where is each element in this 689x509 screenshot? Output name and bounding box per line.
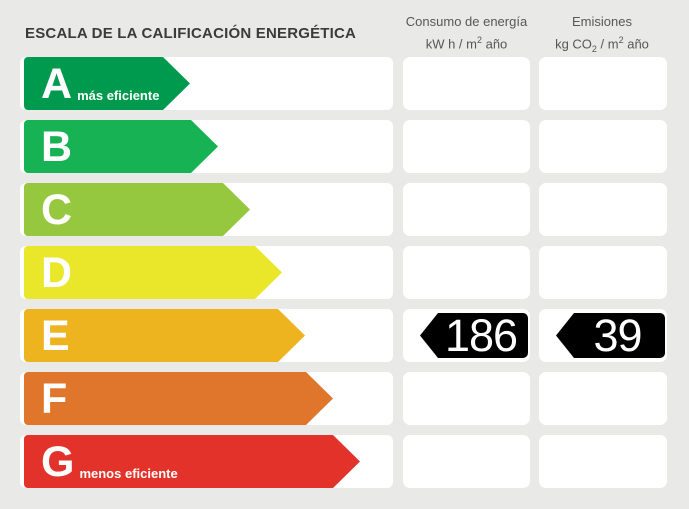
rating-letter-c: C	[41, 185, 73, 234]
rating-letter-b: B	[41, 122, 73, 171]
consumo-cell-a	[403, 57, 530, 110]
rating-bar-track-b: B	[20, 120, 393, 173]
rating-row-c: C	[20, 183, 667, 236]
unit-text: / m	[596, 36, 619, 52]
rating-row-e: E 186 39	[20, 309, 667, 362]
emisiones-cell-d	[539, 246, 667, 299]
column-header-emisiones: Emisiones kg CO2 / m2 año	[538, 12, 666, 59]
unit-text: año	[623, 36, 649, 52]
emisiones-cell-a	[539, 57, 667, 110]
rating-bar-track-e: E	[20, 309, 393, 362]
rating-letter-e: E	[41, 311, 70, 360]
unit-text: 2	[591, 43, 597, 54]
emisiones-cell-g	[539, 435, 667, 488]
column-header-consumo-unit: kW h / m2 año	[403, 31, 530, 53]
rating-letter-a: A	[41, 59, 73, 108]
rating-note-a: más eficiente	[77, 88, 160, 103]
emisiones-cell-f	[539, 372, 667, 425]
unit-text: 2	[476, 35, 482, 45]
rating-row-b: B	[20, 120, 667, 173]
emisiones-cell-c	[539, 183, 667, 236]
column-header-consumo-title: Consumo de energía	[405, 14, 528, 29]
rating-arrow-d: D	[24, 246, 282, 299]
unit-text: kW h / m	[425, 36, 477, 52]
consumo-cell-f	[403, 372, 530, 425]
consumo-cell-d	[403, 246, 530, 299]
rating-letter-g: G	[41, 437, 75, 486]
rating-row-d: D	[20, 246, 667, 299]
emisiones-value-badge: 39	[556, 313, 665, 358]
unit-text: 2	[618, 35, 624, 45]
rating-arrow-e: E	[24, 309, 305, 362]
consumo-cell-c	[403, 183, 530, 236]
emisiones-cell-e: 39	[539, 309, 667, 362]
rating-note-g: menos eficiente	[79, 466, 178, 481]
consumo-cell-e: 186	[403, 309, 530, 362]
rating-arrow-b: B	[24, 120, 218, 173]
rating-row-f: F	[20, 372, 667, 425]
column-header-consumo: Consumo de energía kW h / m2 año	[403, 12, 530, 53]
rating-letter-f: F	[41, 374, 68, 423]
emisiones-cell-b	[539, 120, 667, 173]
page-title: ESCALA DE LA CALIFICACIÓN ENERGÉTICA	[25, 25, 357, 42]
consumo-value-badge: 186	[420, 313, 528, 358]
unit-text: kg CO	[555, 36, 592, 52]
column-header-emisiones-unit: kg CO2 / m2 año	[538, 31, 666, 59]
rating-letter-d: D	[41, 248, 73, 297]
rating-bar-track-f: F	[20, 372, 393, 425]
consumo-cell-g	[403, 435, 530, 488]
rating-bar-track-d: D	[20, 246, 393, 299]
unit-text: año	[481, 36, 508, 52]
rating-bar-track-c: C	[20, 183, 393, 236]
rating-arrow-c: C	[24, 183, 250, 236]
consumo-cell-b	[403, 120, 530, 173]
column-header-emisiones-title: Emisiones	[572, 14, 632, 29]
rating-arrow-f: F	[24, 372, 333, 425]
